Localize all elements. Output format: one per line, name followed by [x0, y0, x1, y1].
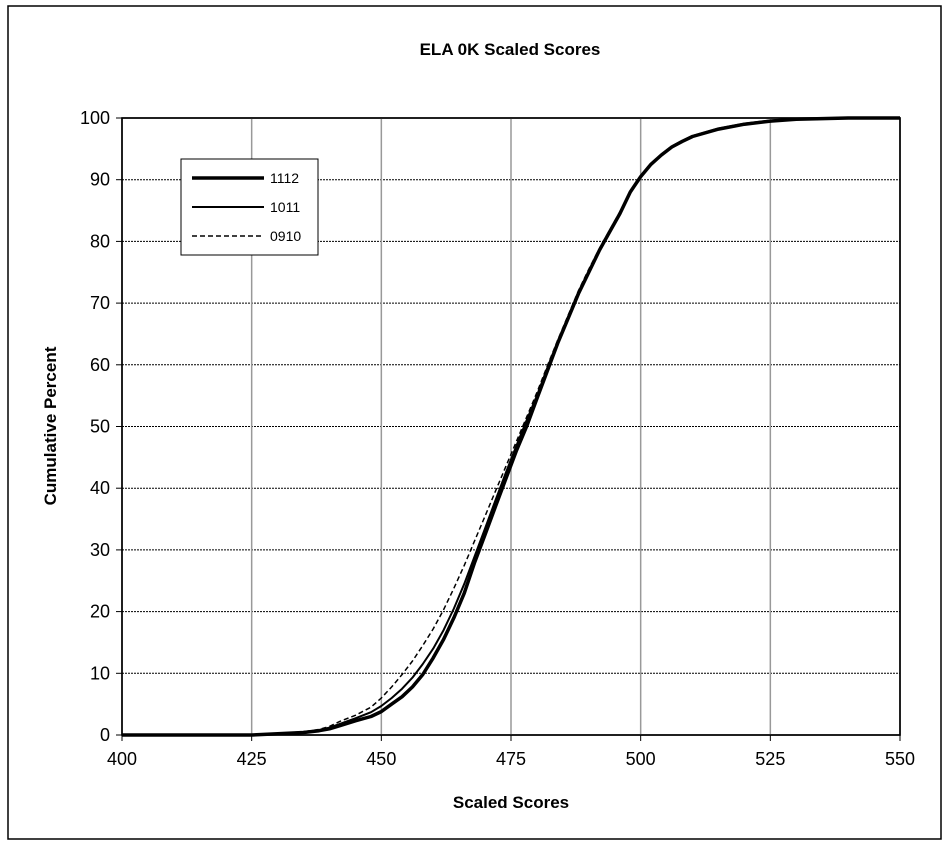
- x-tick-label: 475: [496, 749, 526, 769]
- x-axis-title: Scaled Scores: [453, 793, 569, 812]
- legend-label-1112: 1112: [270, 170, 299, 186]
- y-tick-labels: 0 10 20 30 40 50 60 70 80 90 100: [80, 108, 110, 745]
- y-tick-label: 70: [90, 293, 110, 313]
- x-tick-label: 450: [366, 749, 396, 769]
- y-tick-label: 20: [90, 602, 110, 622]
- y-tick-label: 100: [80, 108, 110, 128]
- x-tick-labels: 400 425 450 475 500 525 550: [107, 749, 915, 769]
- series-line-1112: [122, 116, 900, 737]
- legend-label-0910: 0910: [270, 228, 301, 244]
- x-tick-label: 500: [626, 749, 656, 769]
- y-tick-label: 30: [90, 540, 110, 560]
- series-lines: [122, 116, 900, 737]
- y-tick-label: 0: [100, 725, 110, 745]
- series-line-0910: [122, 117, 900, 736]
- y-tick-label: 80: [90, 231, 110, 251]
- y-tick-label: 50: [90, 417, 110, 437]
- legend: 1112 1011 0910: [180, 158, 319, 256]
- y-tick-label: 90: [90, 170, 110, 190]
- legend-label-1011: 1011: [270, 199, 300, 215]
- x-tick-label: 525: [755, 749, 785, 769]
- y-tick-label: 60: [90, 355, 110, 375]
- x-tick-label: 550: [885, 749, 915, 769]
- grid-lines: [116, 117, 901, 741]
- y-axis-title: Cumulative Percent: [41, 346, 60, 505]
- y-tick-label: 40: [90, 478, 110, 498]
- x-tick-label: 425: [237, 749, 267, 769]
- x-tick-label: 400: [107, 749, 137, 769]
- plot-frame: [121, 117, 901, 736]
- y-tick-label: 10: [90, 663, 110, 683]
- chart-title: ELA 0K Scaled Scores: [420, 40, 601, 59]
